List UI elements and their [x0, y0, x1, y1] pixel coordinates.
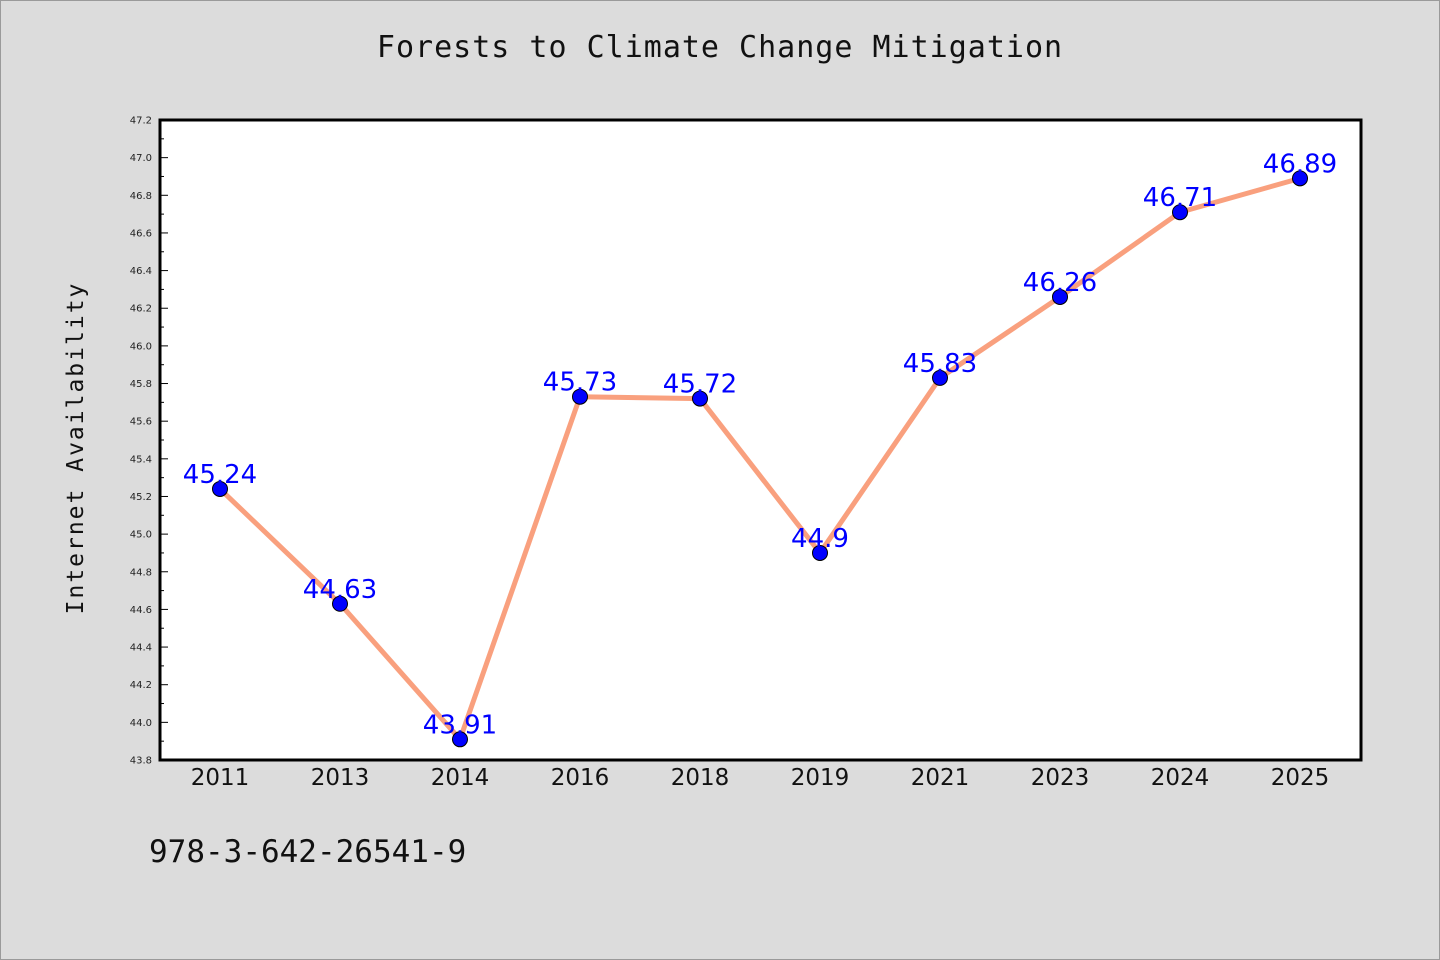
data-point-marker	[572, 388, 588, 405]
data-label: 44.63	[303, 575, 377, 605]
data-point-marker	[1292, 170, 1308, 187]
y-axis: 43.8 44.0 44.2 44.4 44.6 44.8 45.0 45.2 45.4 45.6…	[130, 116, 168, 767]
y-tick-label: 44.0	[130, 718, 152, 729]
x-tick-label: 2019	[791, 765, 850, 791]
data-label: 46.71	[1143, 183, 1217, 213]
x-tick-label: 2014	[431, 765, 490, 791]
data-label: 46.26	[1023, 268, 1097, 298]
y-tick-label: 44.2	[130, 680, 152, 691]
y-tick-label: 47.2	[130, 116, 152, 127]
data-label: 44.9	[791, 524, 849, 554]
y-tick-label: 45.8	[130, 379, 152, 390]
data-point-marker	[692, 390, 708, 407]
data-label: 45.24	[183, 460, 257, 490]
data-point-marker	[1052, 288, 1068, 305]
y-tick-label: 43.8	[130, 756, 152, 767]
x-tick-label: 2018	[671, 765, 730, 791]
x-tick-label: 2013	[311, 765, 370, 791]
x-tick-label: 2016	[551, 765, 610, 791]
data-point-marker	[932, 369, 948, 386]
y-tick-label: 46.4	[130, 266, 152, 277]
y-tick-label: 46.6	[130, 228, 152, 239]
plot-border	[158, 118, 1363, 762]
y-tick-label: 45.6	[130, 417, 152, 428]
data-point-marker	[812, 544, 828, 561]
data-label: 45.83	[903, 349, 977, 379]
data-label: 43.91	[423, 710, 497, 740]
y-tick-label: 46.8	[130, 191, 152, 202]
y-axis-label: Internet Availability	[63, 281, 89, 615]
y-tick-label: 46.0	[130, 341, 152, 352]
data-label: 46.89	[1263, 149, 1337, 179]
data-point-marker	[212, 480, 228, 497]
data-point-marker	[452, 731, 468, 748]
y-tick-label: 45.2	[130, 492, 152, 503]
x-tick-label: 2023	[1031, 765, 1090, 791]
y-tick-label: 44.8	[130, 567, 152, 578]
isbn-text: 978-3-642-26541-9	[149, 834, 467, 870]
y-tick-label: 44.4	[130, 643, 152, 654]
data-point-marker	[1172, 204, 1188, 221]
chart-title: Forests to Climate Change Mitigation	[376, 30, 1064, 65]
y-tick-label: 44.6	[130, 605, 152, 616]
y-tick-label: 47.0	[130, 153, 152, 164]
data-label: 45.72	[663, 370, 737, 400]
x-tick-label: 2025	[1271, 765, 1330, 791]
y-tick-label: 46.2	[130, 304, 152, 315]
data-label: 45.73	[543, 368, 617, 398]
x-axis: 2011 2013 2014 2016 2018 2019 2021 2023 2024 2025	[191, 765, 1330, 791]
series-line	[217, 175, 1303, 742]
x-tick-label: 2024	[1151, 765, 1210, 791]
y-tick-label: 45.0	[130, 530, 152, 541]
series-line-group: 45.24 44.63 43.91 45.73 45.72 44.9 45.83 46.26 4…	[183, 149, 1337, 748]
x-tick-label: 2011	[191, 765, 250, 791]
x-tick-label: 2021	[911, 765, 970, 791]
y-tick-label: 45.4	[130, 454, 152, 465]
data-point-marker	[332, 595, 348, 612]
